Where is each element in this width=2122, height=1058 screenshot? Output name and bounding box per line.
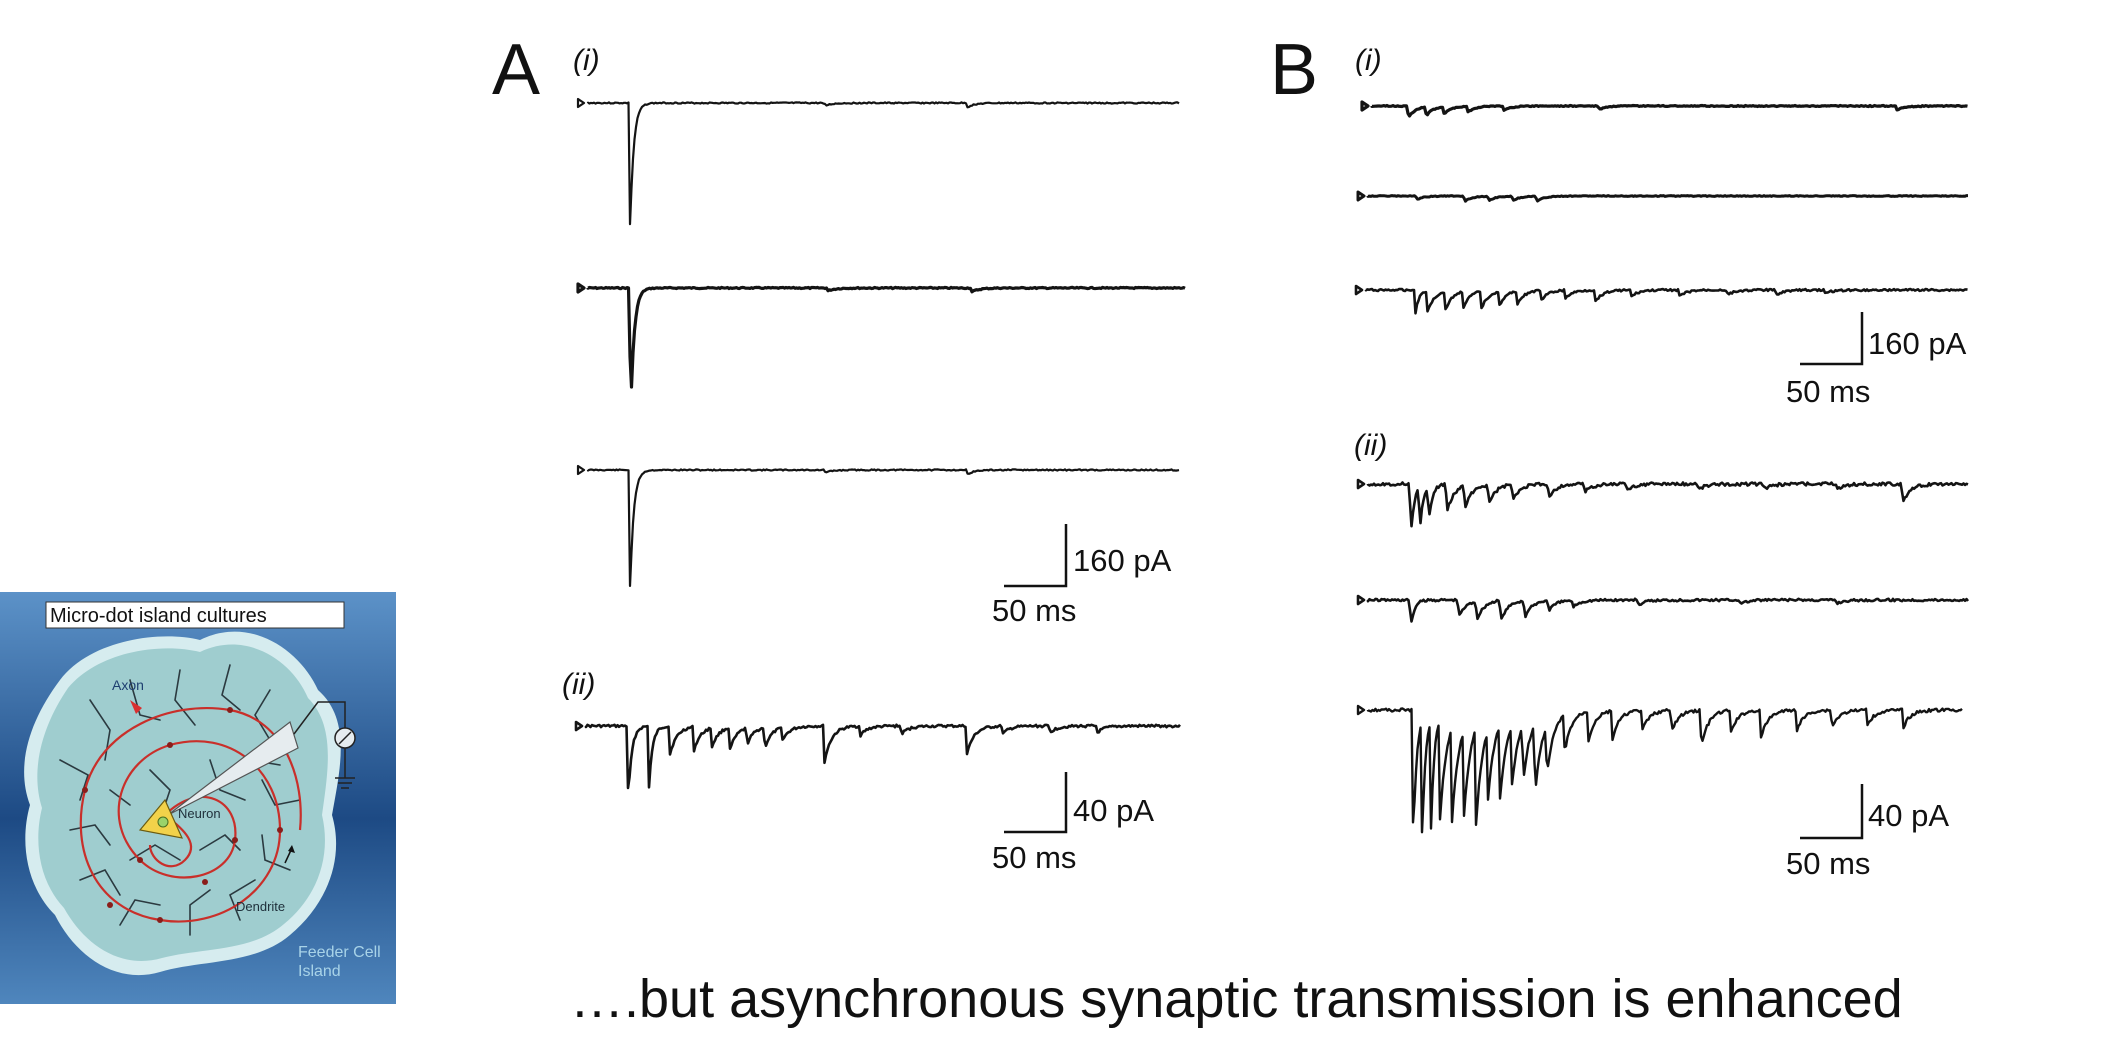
trace-b-ii-3 bbox=[1356, 704, 1963, 834]
scale-a-i-y: 160 pA bbox=[1073, 543, 1172, 578]
scale-b-i-y: 160 pA bbox=[1868, 326, 1967, 361]
scale-bar-a-ii: 40 pA 50 ms bbox=[992, 772, 1154, 875]
panel-a-letter: A bbox=[492, 30, 540, 110]
feeder-label-line2: Island bbox=[298, 963, 341, 980]
electrode-wire bbox=[293, 701, 346, 735]
neuron-nucleus bbox=[157, 816, 169, 828]
scale-b-ii-y: 40 pA bbox=[1868, 798, 1949, 833]
feeder-label-line1: Feeder Cell bbox=[298, 944, 381, 961]
scale-bar-a-i: 160 pA 50 ms bbox=[992, 524, 1172, 628]
panel-b: B (i) (ii) 160 pA 50 ms 40 pA 50 ms bbox=[1270, 30, 1970, 881]
trace-a-i-2 bbox=[576, 282, 1186, 389]
panel-a: A (i) (ii) 160 pA 50 ms 40 pA 50 ms bbox=[492, 30, 1186, 875]
axon-arrowhead bbox=[130, 700, 142, 714]
panel-a-sub-ii: (ii) bbox=[562, 668, 595, 701]
scale-a-ii-y: 40 pA bbox=[1073, 793, 1154, 828]
scale-b-ii-x: 50 ms bbox=[1786, 846, 1870, 881]
axon-label: Axon bbox=[112, 677, 144, 693]
axon-network bbox=[79, 707, 302, 923]
island-culture-illustration: Micro-dot island cultures Axon Neuron De… bbox=[0, 592, 396, 1004]
panel-b-sub-i: (i) bbox=[1355, 44, 1382, 77]
trace-a-i-3 bbox=[576, 464, 1180, 587]
trace-a-ii bbox=[574, 720, 1181, 790]
trace-a-i-1 bbox=[576, 97, 1180, 226]
trace-b-i-1 bbox=[1360, 100, 1968, 118]
inset-title-box bbox=[45, 601, 345, 629]
panel-b-letter: B bbox=[1270, 30, 1318, 110]
trace-b-i-2 bbox=[1356, 190, 1968, 203]
trace-b-ii-2 bbox=[1356, 594, 1970, 623]
panel-a-sub-i: (i) bbox=[573, 44, 600, 77]
neuron-label: Neuron bbox=[178, 806, 221, 821]
scale-a-i-x: 50 ms bbox=[992, 593, 1076, 628]
scale-bar-b-i: 160 pA 50 ms bbox=[1786, 312, 1967, 409]
scale-a-ii-x: 50 ms bbox=[992, 840, 1076, 875]
scale-bar-b-ii: 40 pA 50 ms bbox=[1786, 784, 1949, 881]
scale-b-i-x: 50 ms bbox=[1786, 374, 1870, 409]
ground-symbol bbox=[335, 748, 355, 789]
inset-title: Micro-dot island cultures bbox=[50, 605, 267, 627]
trace-b-i-3 bbox=[1354, 284, 1968, 315]
dendrite-label: Dendrite bbox=[236, 899, 285, 914]
trace-b-ii-1 bbox=[1356, 478, 1969, 528]
slide-caption: ….but asynchronous synaptic transmission… bbox=[570, 969, 1903, 1029]
panel-b-sub-ii: (ii) bbox=[1354, 429, 1387, 462]
synapse-dots bbox=[82, 707, 283, 923]
recording-pipette bbox=[167, 721, 299, 816]
